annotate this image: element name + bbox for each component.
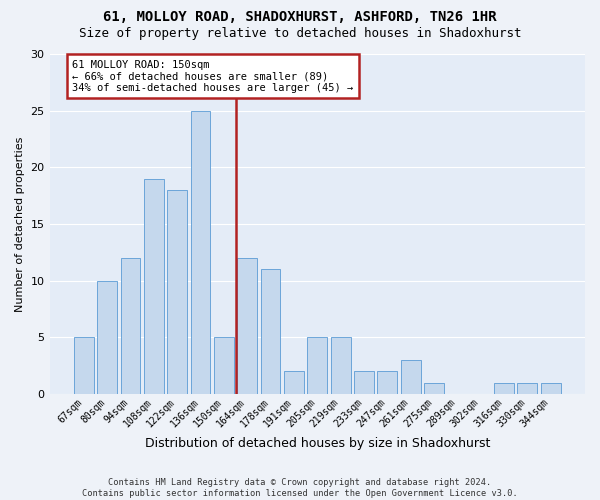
Text: 61 MOLLOY ROAD: 150sqm
← 66% of detached houses are smaller (89)
34% of semi-det: 61 MOLLOY ROAD: 150sqm ← 66% of detached… (72, 60, 353, 93)
Bar (354, 371, 374, 394)
Bar (238, 258, 257, 394)
Bar (424, 382, 444, 394)
Bar (121, 258, 140, 394)
Bar (377, 371, 397, 394)
Y-axis label: Number of detached properties: Number of detached properties (15, 136, 25, 312)
Bar (260, 270, 280, 394)
Bar (97, 280, 117, 394)
Bar (74, 337, 94, 394)
Bar (541, 382, 560, 394)
Bar (167, 190, 187, 394)
Bar (331, 337, 350, 394)
Bar (401, 360, 421, 394)
Text: Contains HM Land Registry data © Crown copyright and database right 2024.
Contai: Contains HM Land Registry data © Crown c… (82, 478, 518, 498)
Bar (517, 382, 538, 394)
Text: Size of property relative to detached houses in Shadoxhurst: Size of property relative to detached ho… (79, 28, 521, 40)
X-axis label: Distribution of detached houses by size in Shadoxhurst: Distribution of detached houses by size … (145, 437, 490, 450)
Bar (144, 178, 164, 394)
Bar (214, 337, 234, 394)
Bar (307, 337, 327, 394)
Bar (191, 110, 211, 394)
Bar (494, 382, 514, 394)
Text: 61, MOLLOY ROAD, SHADOXHURST, ASHFORD, TN26 1HR: 61, MOLLOY ROAD, SHADOXHURST, ASHFORD, T… (103, 10, 497, 24)
Bar (284, 371, 304, 394)
